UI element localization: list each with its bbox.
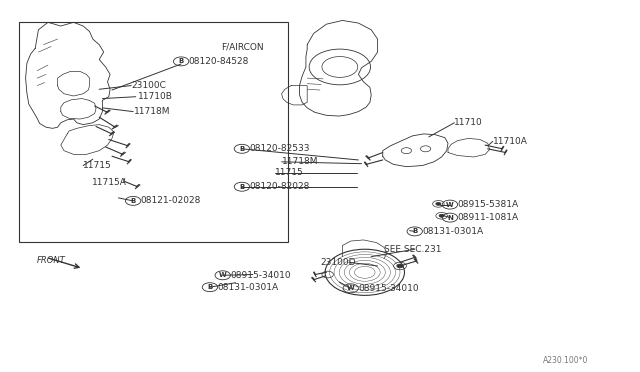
Text: W: W <box>446 202 454 208</box>
Circle shape <box>436 202 441 205</box>
Text: 08131-0301A: 08131-0301A <box>218 283 279 292</box>
Text: B: B <box>412 228 417 234</box>
Text: 08911-1081A: 08911-1081A <box>458 213 519 222</box>
Text: A230.100*0: A230.100*0 <box>543 356 589 365</box>
Text: B: B <box>239 146 244 152</box>
Text: B: B <box>239 184 244 190</box>
Bar <box>19 22 288 242</box>
Text: 08120-82533: 08120-82533 <box>250 144 310 153</box>
Text: 11715: 11715 <box>83 161 112 170</box>
Text: 23100C: 23100C <box>131 81 166 90</box>
Circle shape <box>439 214 444 217</box>
Text: 11718M: 11718M <box>134 107 171 116</box>
Text: W: W <box>219 272 227 278</box>
Text: 23100D: 23100D <box>320 258 355 267</box>
Text: F/AIRCON: F/AIRCON <box>221 42 264 51</box>
Text: B: B <box>131 198 136 204</box>
Text: 11710: 11710 <box>454 118 483 127</box>
Text: 08915-5381A: 08915-5381A <box>458 200 519 209</box>
Text: 08915-34010: 08915-34010 <box>358 284 419 293</box>
Circle shape <box>397 264 403 268</box>
Text: 11715: 11715 <box>275 169 304 177</box>
Text: 08120-84528: 08120-84528 <box>189 57 249 66</box>
Text: SEE SEC.231: SEE SEC.231 <box>384 245 442 254</box>
Text: 11715A: 11715A <box>92 178 126 187</box>
Text: 08915-34010: 08915-34010 <box>230 271 291 280</box>
Text: FRONT: FRONT <box>36 256 65 265</box>
Text: 11710B: 11710B <box>138 92 172 101</box>
Text: W: W <box>347 285 355 291</box>
Text: B: B <box>207 284 212 290</box>
Text: N: N <box>447 215 453 221</box>
Text: 08120-82028: 08120-82028 <box>250 182 310 191</box>
Text: 11718M: 11718M <box>282 157 318 166</box>
Text: B: B <box>179 58 184 64</box>
Text: 08131-0301A: 08131-0301A <box>422 227 484 236</box>
Text: 11710A: 11710A <box>493 137 527 146</box>
Text: 08121-02028: 08121-02028 <box>141 196 201 205</box>
